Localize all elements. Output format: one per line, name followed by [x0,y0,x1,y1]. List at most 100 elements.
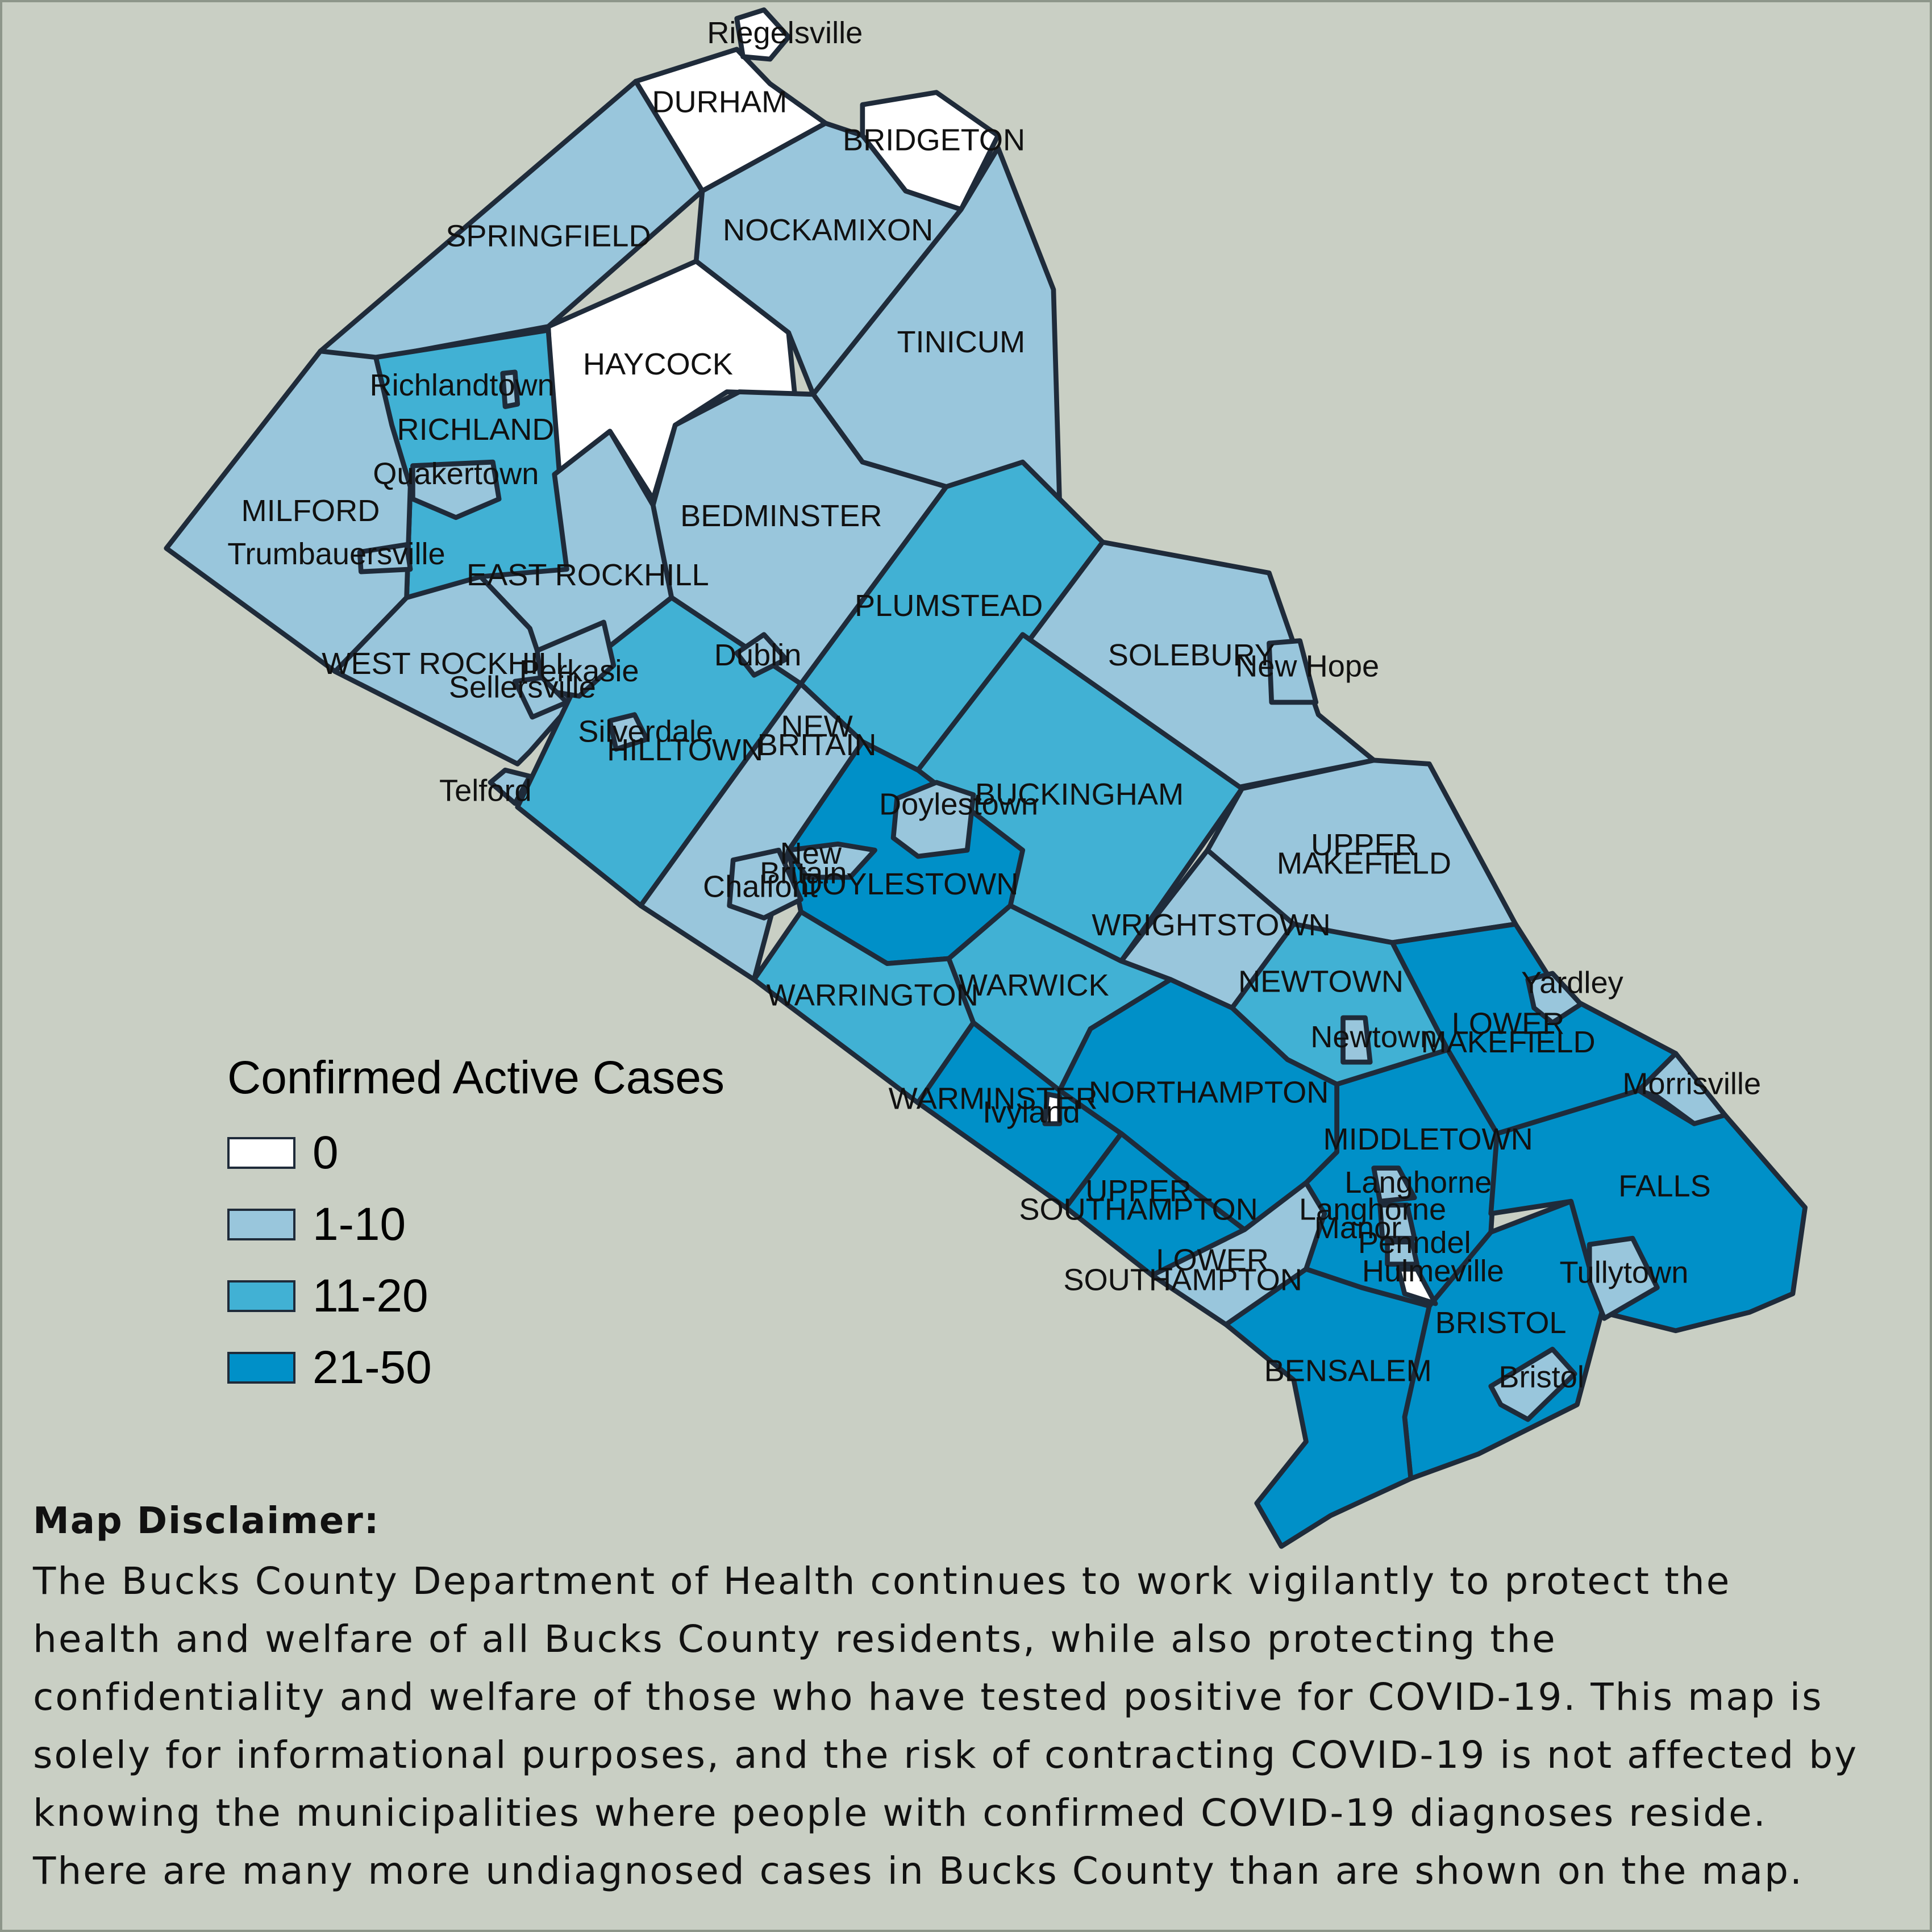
region-new-hope[interactable] [1267,638,1319,705]
label-plumstead: PLUMSTEAD [855,589,1043,623]
region-hulmeville[interactable] [1396,1267,1438,1306]
label-east-rockhill: EAST ROCKHILL [467,558,709,592]
label-chalfont: Chalfont [703,870,818,904]
label-langhorne-manor-2: Manor [1314,1211,1402,1245]
label-langhorne: Langhorne [1344,1165,1492,1200]
label-bridgeton: BRIDGETON [843,123,1025,157]
legend-label: 1-10 [313,1198,406,1250]
legend-item: 0 [227,1117,724,1189]
label-perkasie: Perkasie [519,654,639,688]
legend-item: 11-20 [227,1260,724,1332]
label-penndel: Penndel [1358,1226,1471,1260]
legend-swatch-1-10 [227,1209,295,1240]
label-sellersville: Sellersville [449,670,596,704]
region-upper-southampton[interactable] [1063,1131,1247,1278]
disclaimer-body: The Bucks County Department of Health co… [33,1559,1859,1893]
label-silverdale: Silverdale [578,714,713,748]
label-upper-southampton-1: UPPER [1085,1174,1192,1208]
label-solebury: SOLEBURY [1108,638,1275,672]
region-doylestown-boro[interactable] [890,780,976,859]
region-falls[interactable] [1488,1088,1808,1334]
label-middletown: MIDDLETOWN [1323,1122,1533,1156]
region-bensalem[interactable] [1223,1267,1432,1549]
region-ivyland[interactable] [1042,1092,1063,1126]
label-quakertown: Quakertown [373,457,539,491]
region-langhorne-manor[interactable] [1377,1202,1417,1241]
label-new-hope: New Hope [1235,649,1379,683]
label-dublin: Dublin [714,638,802,672]
legend-item: 21-50 [227,1332,724,1404]
map-disclaimer: Map Disclaimer: The Bucks County Departm… [33,1500,1908,1900]
label-doylestown: DOYLESTOWN [800,867,1018,901]
label-milford: MILFORD [242,494,380,528]
label-ivyland: Ivyland [982,1095,1080,1129]
label-northampton: NORTHAMPTON [1089,1076,1329,1110]
region-langhorne[interactable] [1371,1165,1417,1204]
label-upper-southampton-2: SOUTHAMPTON [1019,1193,1258,1227]
label-hilltown: HILLTOWN [607,733,763,767]
label-tullytown: Tullytown [1559,1255,1688,1289]
label-richland: RICHLAND [397,413,554,447]
legend-swatch-0 [227,1137,295,1169]
label-riegelsville: Riegelsville [707,16,863,50]
label-buckingham: BUCKINGHAM [975,777,1184,811]
label-doylestown-boro: Doylestown [879,787,1038,821]
region-richlandtown[interactable] [500,369,521,409]
region-chalfont[interactable] [727,847,803,921]
label-tinicum: TINICUM [897,325,1025,359]
label-springfield: SPRINGFIELD [445,219,651,253]
label-lower-makefield-2: MAKEFIELD [1421,1025,1596,1059]
legend-label: 0 [313,1127,339,1179]
label-west-rockhill: WEST ROCKHILL [322,647,573,681]
label-richlandtown: Richlandtown [369,368,554,402]
label-lower-makefield-1: LOWER [1452,1006,1565,1040]
region-new-britain-boro[interactable] [786,841,877,880]
region-newtown-boro[interactable] [1340,1015,1373,1065]
label-morrisville: Morrisville [1622,1067,1761,1101]
region-tullytown[interactable] [1587,1235,1660,1321]
label-nockamixon: NOCKAMIXON [723,213,933,247]
legend-title: Confirmed Active Cases [227,1052,725,1104]
region-dublin[interactable] [734,632,789,678]
region-yardley[interactable] [1525,971,1584,1026]
region-riegelsville[interactable] [734,7,792,62]
label-lower-southampton-1: LOWER [1156,1243,1269,1277]
label-telford: Telford [439,773,532,807]
label-wrightstown: WRIGHTSTOWN [1092,908,1330,942]
label-yardley: Yardley [1521,966,1623,1000]
legend-label: 21-50 [313,1342,432,1393]
label-lower-southampton-2: SOUTHAMPTON [1063,1263,1302,1297]
legend-swatch-21-50 [227,1352,295,1384]
label-warrington: WARRINGTON [767,978,979,1012]
region-sellersville[interactable] [513,675,569,720]
label-new-britain-boro-2: Britain [760,856,847,890]
region-silverdale[interactable] [607,712,649,752]
label-newtown-twp: NEWTOWN [1238,965,1404,999]
region-bristol-boro[interactable] [1488,1347,1577,1422]
label-bedminster: BEDMINSTER [680,499,882,533]
label-langhorne-manor-1: Langhorne [1299,1193,1446,1227]
label-hulmeville: Hulmeville [1362,1254,1504,1288]
label-bensalem: BENSALEM [1264,1354,1432,1388]
label-newtown-boro: Newtown [1310,1020,1437,1054]
legend-swatch-11-20 [227,1280,295,1312]
label-warminster: WARMINSTER [889,1082,1098,1116]
label-haycock: HAYCOCK [583,347,733,381]
map-legend: Confirmed Active Cases 0 1-10 11-20 21-5… [227,1051,724,1404]
label-trumbauersville: Trumbauersville [227,537,445,571]
legend-item: 1-10 [227,1189,724,1260]
region-trumbauersville[interactable] [357,542,413,574]
label-upper-makefield-2: MAKEFIELD [1277,846,1451,880]
region-telford[interactable] [488,767,532,806]
disclaimer-title: Map Disclaimer: [33,1500,380,1542]
label-new-britain-twp-2: BRITAIN [757,728,877,762]
label-new-britain-boro-1: New [780,836,842,871]
label-durham: DURHAM [652,85,787,119]
region-penndel[interactable] [1385,1239,1419,1267]
region-quakertown[interactable] [410,459,502,521]
label-falls: FALLS [1618,1169,1711,1203]
label-warwick: WARWICK [959,968,1109,1002]
label-upper-makefield-1: UPPER [1311,828,1417,862]
label-new-britain-twp-1: NEW [781,710,852,744]
